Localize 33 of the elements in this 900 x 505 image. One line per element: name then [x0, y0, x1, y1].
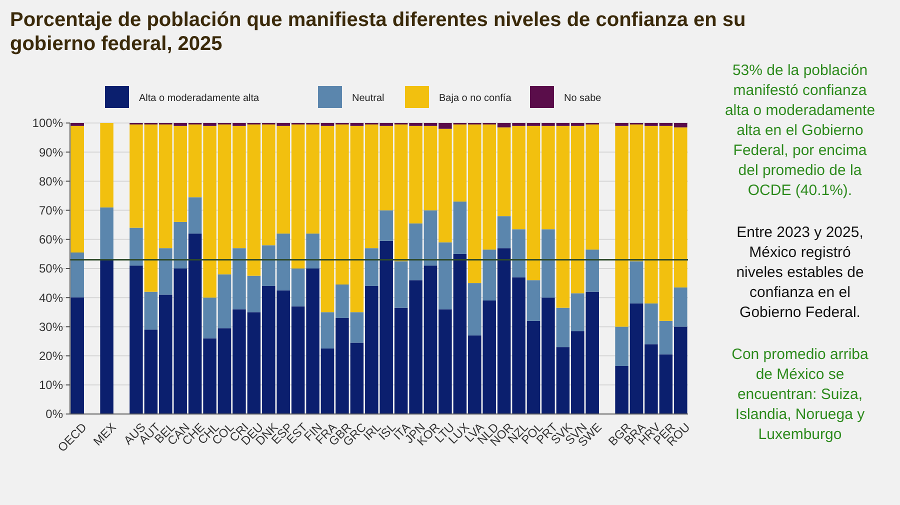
y-tick-label: 90% [38, 145, 64, 160]
bar [70, 297, 84, 414]
y-tick-label: 80% [38, 174, 64, 188]
legend-label: No sabe [564, 93, 602, 104]
text: 53% de la población manifestó confianza alta o moderadamente alta en el Gobierno Federal, por encima del promedio de la OCDE (40.1%). [724, 62, 876, 199]
bar [70, 126, 84, 252]
bar [365, 248, 378, 286]
y-tick-label: 70% [38, 204, 64, 218]
bar [380, 210, 393, 241]
y-tick-label: 100% [32, 116, 64, 130]
text: Con promedio arriba de México se encuentran: Suiza, Islandia, Noruega y Luxemburgo [732, 346, 870, 443]
bar [306, 234, 320, 268]
bar [100, 207, 114, 260]
chart-title: Porcentaje de población que manifiesta diferentes niveles de confianza en su gobierno federal, 2025 [10, 9, 746, 55]
bar [100, 260, 114, 414]
bar [100, 123, 114, 208]
text: Entre 2023 y 2025, México registró niveles estables de confianza en el Gobierno Federal. [736, 224, 864, 321]
y-tick-label: 0% [46, 407, 64, 422]
y-tick-label: 30% [38, 320, 64, 334]
bar [615, 326, 628, 366]
y-tick-label: 10% [38, 378, 64, 392]
y-tick-label: 20% [38, 349, 64, 363]
legend-label: Alta o moderadamente alta [139, 93, 260, 104]
y-tick-label: 50% [38, 262, 64, 276]
bar [70, 252, 84, 298]
y-tick-label: 40% [38, 290, 64, 305]
legend-label: Baja o no confía [439, 93, 512, 104]
bar [70, 123, 84, 126]
legend-label: Neutral [352, 93, 384, 104]
y-tick-label: 60% [38, 232, 64, 247]
bar [130, 228, 143, 266]
bar [630, 261, 644, 304]
bar [586, 250, 599, 292]
